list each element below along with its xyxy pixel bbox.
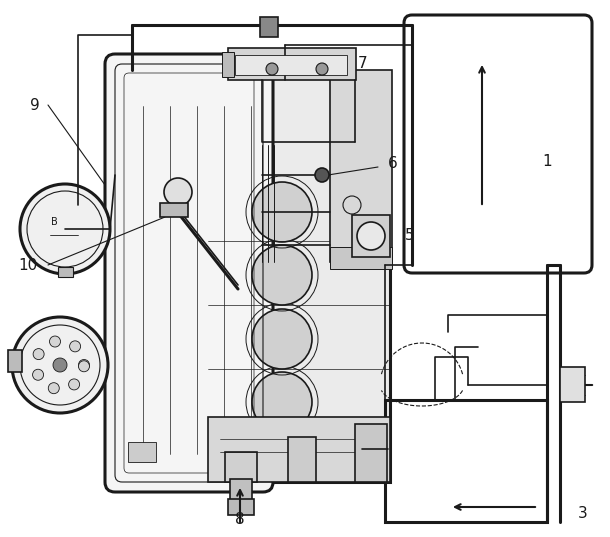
Text: 1: 1: [542, 155, 551, 170]
Bar: [288, 437, 316, 482]
Text: 7: 7: [358, 56, 368, 71]
Bar: [385, 400, 547, 522]
Text: 9: 9: [30, 98, 40, 112]
Text: 6: 6: [388, 156, 398, 171]
Text: B: B: [51, 217, 57, 227]
Bar: [208, 417, 390, 482]
Circle shape: [12, 317, 108, 413]
Bar: [222, 52, 234, 77]
Bar: [8, 350, 22, 372]
Text: 10: 10: [18, 258, 37, 272]
Circle shape: [252, 182, 312, 242]
Bar: [230, 479, 252, 501]
Circle shape: [32, 369, 43, 380]
Bar: [235, 55, 347, 75]
Bar: [355, 424, 387, 482]
Circle shape: [48, 383, 59, 394]
Circle shape: [20, 184, 110, 274]
Circle shape: [164, 178, 192, 206]
Bar: [330, 70, 392, 262]
Text: 5: 5: [405, 228, 415, 243]
Circle shape: [79, 361, 90, 372]
Bar: [128, 442, 156, 462]
Bar: [260, 17, 278, 37]
Bar: [352, 215, 390, 257]
Circle shape: [266, 63, 278, 75]
Bar: [225, 452, 257, 482]
FancyBboxPatch shape: [58, 267, 73, 277]
Circle shape: [68, 379, 80, 390]
Bar: [228, 48, 356, 80]
Bar: [228, 499, 254, 515]
Circle shape: [357, 222, 385, 250]
Circle shape: [70, 341, 81, 352]
Circle shape: [79, 359, 90, 371]
Text: 8: 8: [235, 512, 245, 526]
Circle shape: [53, 358, 67, 372]
Bar: [330, 247, 392, 269]
Text: 3: 3: [578, 505, 588, 520]
Circle shape: [49, 336, 60, 347]
Circle shape: [315, 168, 329, 182]
Bar: [560, 367, 585, 402]
Circle shape: [316, 63, 328, 75]
Bar: [208, 77, 390, 482]
Circle shape: [252, 372, 312, 432]
Bar: [160, 203, 188, 217]
Circle shape: [252, 309, 312, 369]
FancyBboxPatch shape: [105, 54, 273, 492]
Circle shape: [33, 349, 44, 360]
Circle shape: [252, 245, 312, 305]
